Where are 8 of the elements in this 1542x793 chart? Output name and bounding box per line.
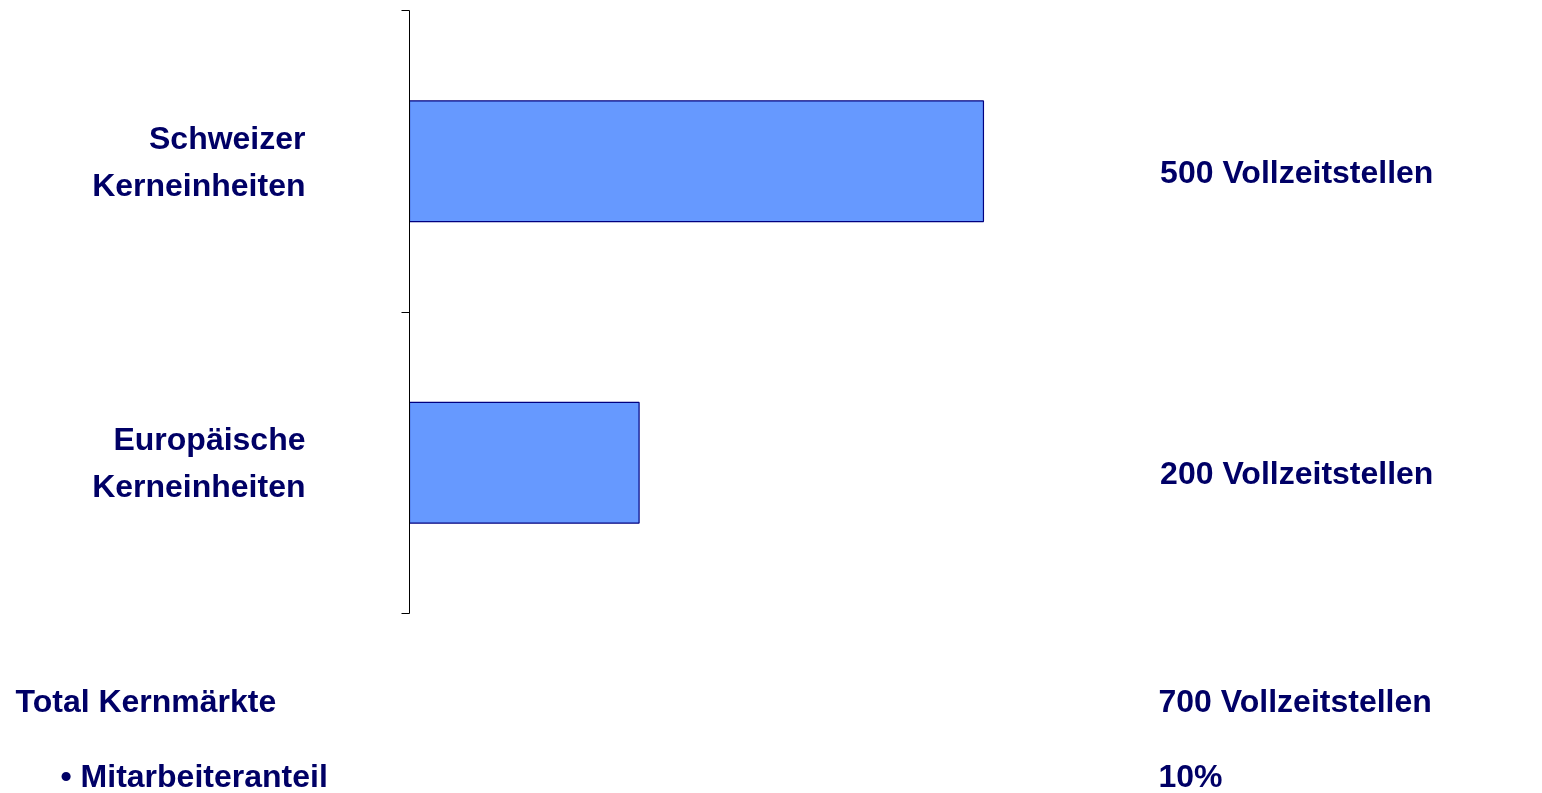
data-label: 200 Vollzeitstellen [1160, 455, 1434, 492]
y-tick-label: Schweizer Kerneinheiten [92, 119, 306, 203]
data-label: 500 Vollzeitstellen [1160, 153, 1434, 190]
text: 10% [1158, 757, 1223, 793]
text: Total Kernmärkte [15, 682, 277, 719]
text: 700 Vollzeitstellen [1158, 682, 1432, 719]
text: • Mitarbeiteranteil [60, 757, 328, 793]
y-tick-label: Europäische Kerneinheiten [92, 421, 306, 505]
